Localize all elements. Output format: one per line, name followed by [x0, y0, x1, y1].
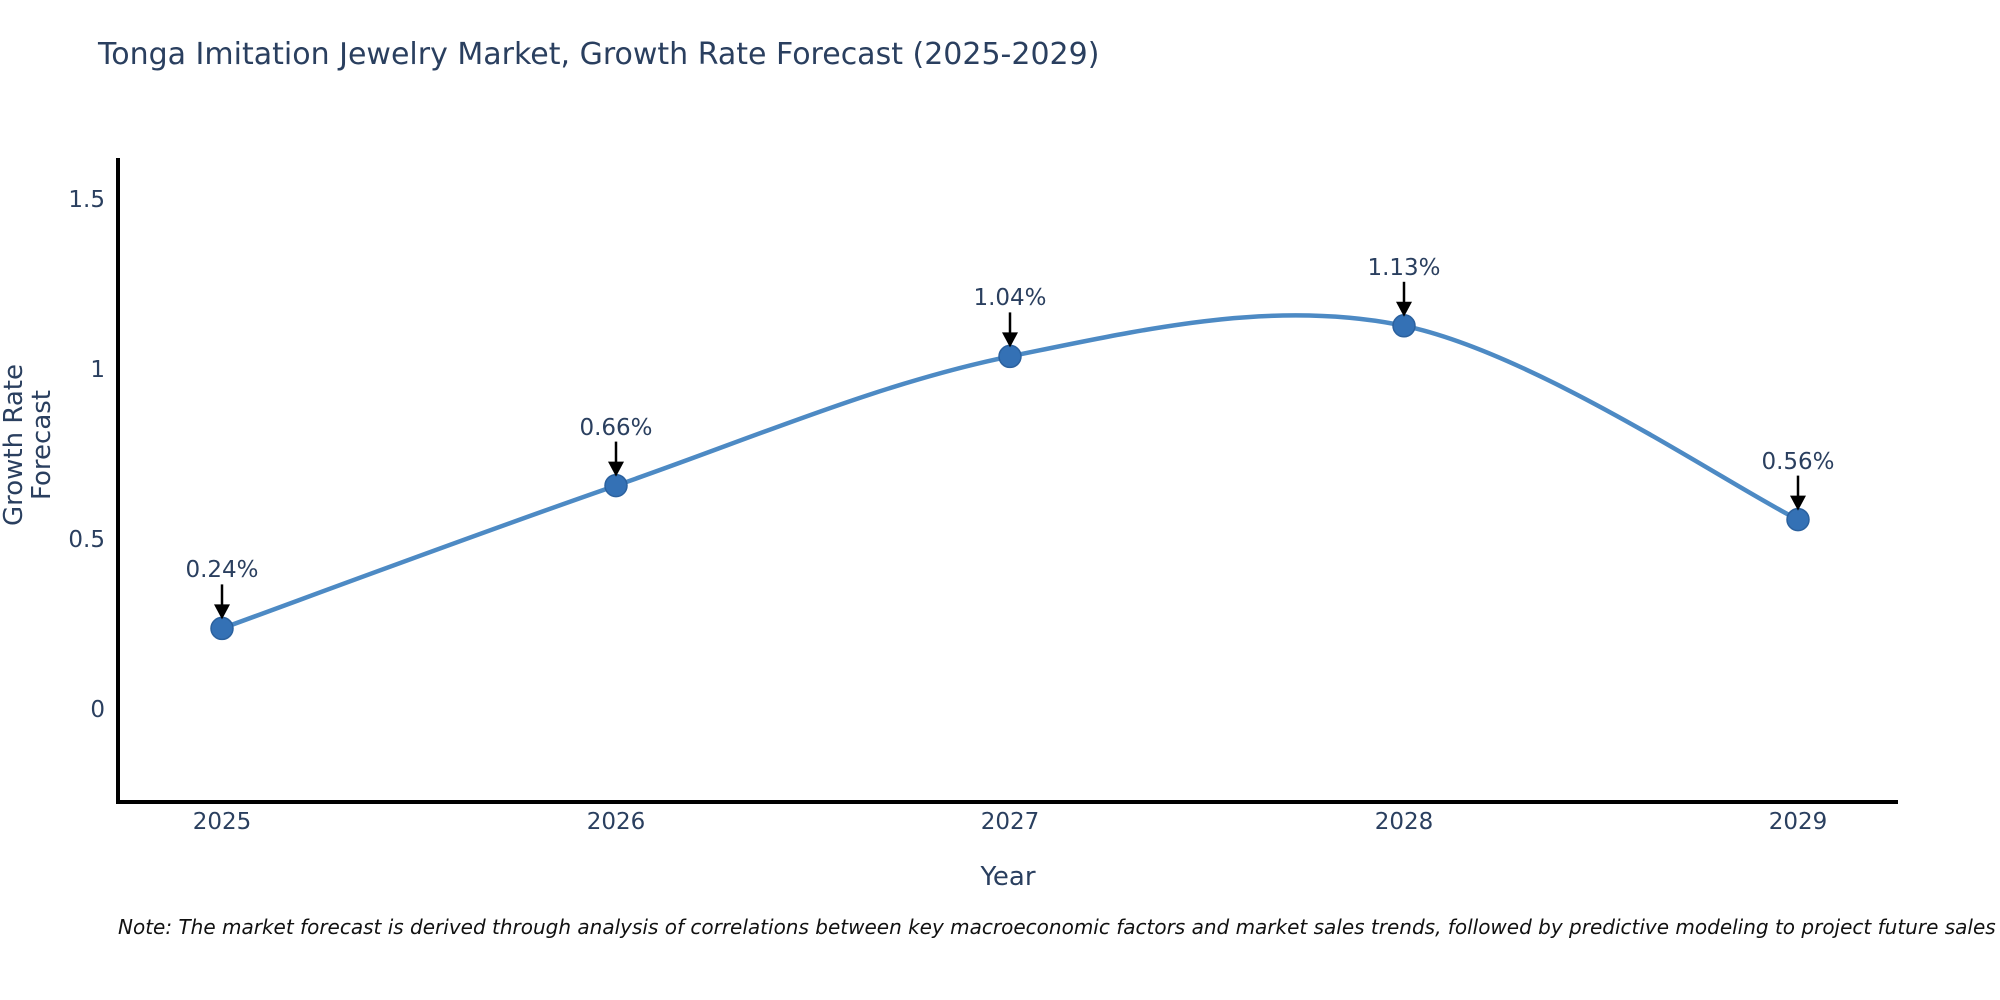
- data-point-marker: [1392, 314, 1416, 338]
- annotation-arrow-head: [1396, 301, 1412, 317]
- x-axis-tick-label: 2026: [586, 809, 646, 835]
- annotation-label: 0.56%: [1761, 448, 1835, 475]
- annotation-arrow-head: [1790, 495, 1806, 511]
- footnote: Note: The market forecast is derived thr…: [118, 915, 1996, 939]
- x-axis-title: Year: [980, 862, 1036, 892]
- annotation-arrow-head: [214, 604, 230, 620]
- y-axis-title: Growth Rate Forecast: [0, 364, 57, 526]
- x-axis-tick-label: 2029: [1768, 809, 1828, 835]
- x-axis-tick-label: 2025: [192, 809, 252, 835]
- annotation-label: 0.24%: [185, 557, 259, 584]
- annotation-label: 1.13%: [1367, 254, 1441, 281]
- annotation-arrow-head: [608, 461, 624, 477]
- data-point-marker: [604, 473, 628, 498]
- y-axis-tick-label: 1.5: [68, 187, 105, 213]
- y-axis-tick-label: 0.5: [68, 527, 105, 553]
- data-point-marker: [210, 616, 234, 641]
- annotation-label: 0.66%: [579, 414, 653, 441]
- chart-title: Tonga Imitation Jewelry Market, Growth R…: [98, 37, 1100, 72]
- y-axis-tick-label: 1: [90, 357, 105, 383]
- x-axis-tick-label: 2028: [1374, 809, 1434, 835]
- annotation-arrow-head: [1002, 332, 1018, 348]
- y-axis-tick-label: 0: [90, 697, 105, 723]
- annotation-label: 1.04%: [973, 285, 1047, 312]
- data-point-marker: [998, 344, 1022, 369]
- data-point-marker: [1786, 507, 1810, 532]
- x-axis-tick-label: 2027: [980, 809, 1040, 835]
